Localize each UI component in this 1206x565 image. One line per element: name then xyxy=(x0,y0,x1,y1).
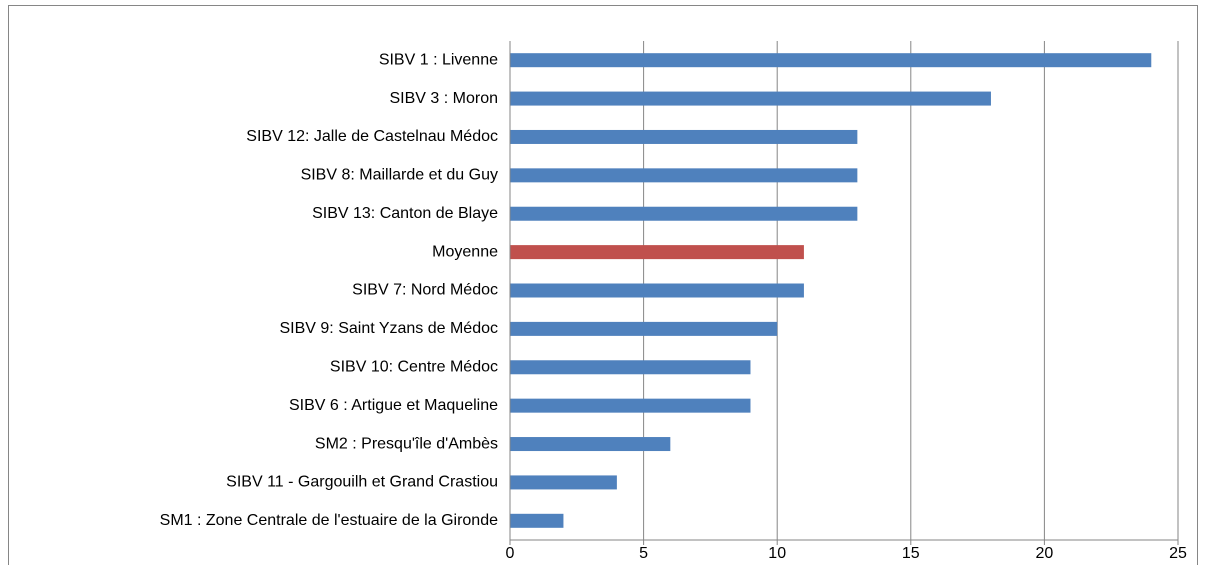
y-tick-label: SIBV 1 : Livenne xyxy=(379,51,498,68)
x-tick-label: 25 xyxy=(1169,545,1187,562)
bar xyxy=(510,129,858,144)
y-tick-label: SM1 : Zone Centrale de l'estuaire de la … xyxy=(160,512,498,529)
bar xyxy=(510,360,751,375)
y-tick-label: SIBV 3 : Moron xyxy=(390,90,499,107)
bar xyxy=(510,245,804,260)
x-tick-label: 0 xyxy=(506,545,515,562)
y-tick-label: SIBV 6 : Artigue et Maqueline xyxy=(289,397,498,414)
bar xyxy=(510,168,858,183)
x-tick-label: 15 xyxy=(902,545,920,562)
bar xyxy=(510,206,858,221)
x-tick-label: 20 xyxy=(1036,545,1054,562)
x-tick-label: 5 xyxy=(639,545,648,562)
y-tick-label: Moyenne xyxy=(432,243,498,260)
y-tick-label: SIBV 9: Saint Yzans de Médoc xyxy=(280,320,499,337)
y-tick-label: SM2 : Presqu'île d'Ambès xyxy=(315,435,498,452)
y-tick-label: SIBV 12: Jalle de Castelnau Médoc xyxy=(246,128,498,145)
bar xyxy=(510,437,671,452)
y-tick-label: SIBV 11 - Gargouilh et Grand Crastiou xyxy=(226,474,498,491)
bar xyxy=(510,283,804,298)
bar xyxy=(510,321,778,336)
y-tick-label: SIBV 10: Centre Médoc xyxy=(330,358,498,375)
y-tick-label: SIBV 13: Canton de Blaye xyxy=(312,205,498,222)
y-tick-label: SIBV 8: Maillarde et du Guy xyxy=(301,167,498,184)
bar xyxy=(510,91,991,106)
bar xyxy=(510,398,751,413)
bar xyxy=(510,513,564,528)
bar xyxy=(510,53,1152,68)
x-tick-label: 10 xyxy=(768,545,786,562)
chart-border xyxy=(8,5,1198,565)
bar xyxy=(510,475,617,490)
y-tick-label: SIBV 7: Nord Médoc xyxy=(352,282,498,299)
